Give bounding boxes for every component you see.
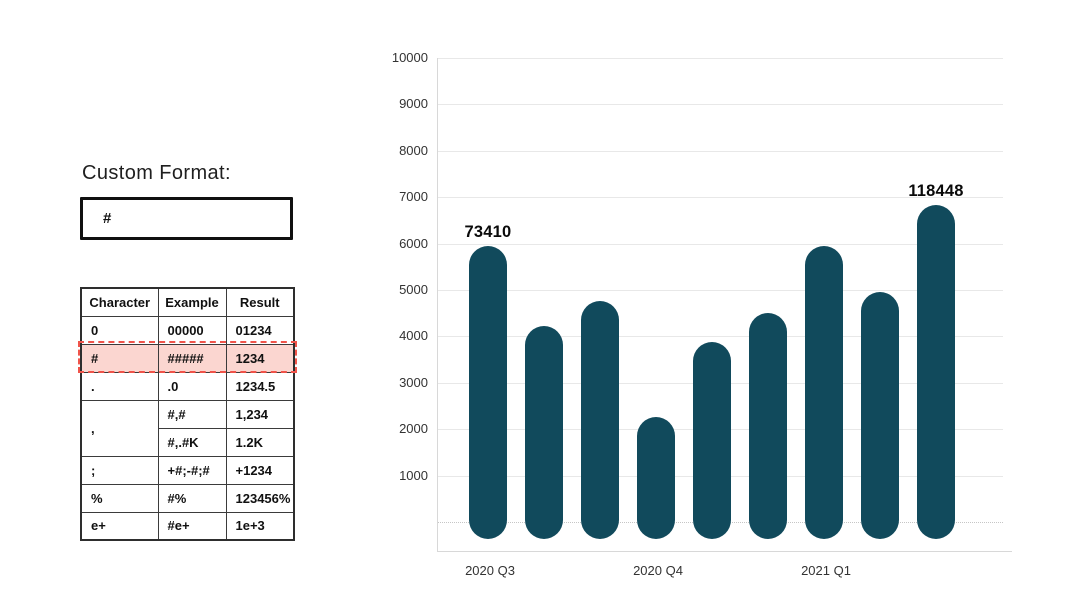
y-axis-tick-label: 5000 [399, 282, 428, 297]
x-axis-tick-label: 2020 Q3 [465, 563, 515, 578]
x-axis-tick-label: 2021 Q1 [801, 563, 851, 578]
cell-character: , [80, 399, 159, 457]
table-row: ; +#;-#;# +1234 [80, 455, 295, 485]
cell-result: +1234 [225, 455, 295, 485]
table-header-row: Character Example Result [80, 287, 295, 317]
cell-character: # [80, 343, 159, 373]
table-row: #,.#K 1.2K [81, 427, 295, 457]
table-row-highlighted: # ##### 1234 [80, 343, 295, 373]
gridline [437, 336, 1003, 338]
custom-format-title: Custom Format: [82, 162, 231, 184]
y-axis-line [437, 58, 438, 551]
y-axis-tick-label: 7000 [399, 189, 428, 205]
header-example: Example [157, 287, 227, 317]
cell-example: ##### [157, 343, 227, 373]
y-axis-tick-label: 10000 [391, 50, 428, 65]
bar[interactable] [637, 417, 675, 539]
custom-format-input[interactable] [80, 197, 293, 240]
gridline [437, 197, 1003, 199]
bar[interactable] [861, 291, 899, 539]
y-axis-tick-label: 4000 [399, 328, 428, 344]
y-axis-tick-label: 6000 [399, 235, 428, 251]
cell-character: % [80, 483, 159, 513]
table-row: . .0 1234.5 [80, 371, 295, 401]
y-axis-tick-label: 8000 [399, 142, 428, 158]
gridline [437, 104, 1003, 106]
table-row: e+ #e+ 1e+3 [80, 511, 295, 541]
cell-result: 1234.5 [225, 371, 295, 401]
gridline [437, 290, 1003, 291]
cell-example: #% [157, 483, 227, 513]
cell-example: +#;-#;# [157, 455, 227, 485]
cell-result: 01234 [225, 315, 295, 345]
format-reference-table: Character Example Result 0 00000 01234 #… [78, 287, 297, 541]
table-row: 0 00000 01234 [80, 315, 295, 345]
header-character: Character [80, 287, 159, 317]
cell-result: 1234 [225, 343, 295, 373]
cell-character: 0 [80, 315, 159, 345]
x-axis-tick-label: 2020 Q4 [633, 563, 683, 578]
gridline [437, 243, 1003, 245]
bar-data-label: 118448 [908, 181, 964, 200]
gridline [437, 150, 1003, 152]
bar[interactable] [749, 313, 787, 539]
cell-example: #,# [157, 399, 227, 429]
y-axis-tick-label: 1000 [399, 467, 428, 483]
cell-result: 1e+3 [225, 511, 295, 541]
bar[interactable] [469, 245, 507, 539]
gridline [437, 58, 1003, 59]
cell-character: e+ [80, 511, 159, 541]
x-axis-line [437, 551, 1012, 552]
cell-character: ; [80, 455, 159, 485]
bar[interactable] [917, 204, 955, 539]
bar[interactable] [525, 325, 563, 539]
y-axis-tick-label: 2000 [399, 421, 428, 437]
bar-chart: 1000 2000 3000 4000 5000 6000 7000 8000 9000 1000… [380, 40, 1070, 595]
bar[interactable] [805, 246, 843, 539]
table-row: % #% 123456% [80, 483, 295, 513]
table-row: , #,# 1,234 [80, 399, 295, 457]
y-axis-tick-label: 3000 [399, 374, 428, 390]
bar[interactable] [581, 301, 619, 539]
cell-character: . [80, 371, 159, 401]
bar-data-label: 73410 [464, 222, 512, 241]
cell-result: 1,234 [225, 399, 295, 429]
cell-example: #e+ [157, 511, 227, 541]
cell-result: 123456% [225, 483, 295, 513]
bar[interactable] [693, 342, 731, 539]
cell-example: .0 [157, 371, 227, 401]
y-axis-tick-label: 9000 [399, 96, 428, 112]
cell-result: 1.2K [225, 427, 295, 457]
cell-example: 00000 [157, 315, 227, 345]
header-result: Result [225, 287, 295, 317]
cell-example: #,.#K [157, 427, 227, 457]
